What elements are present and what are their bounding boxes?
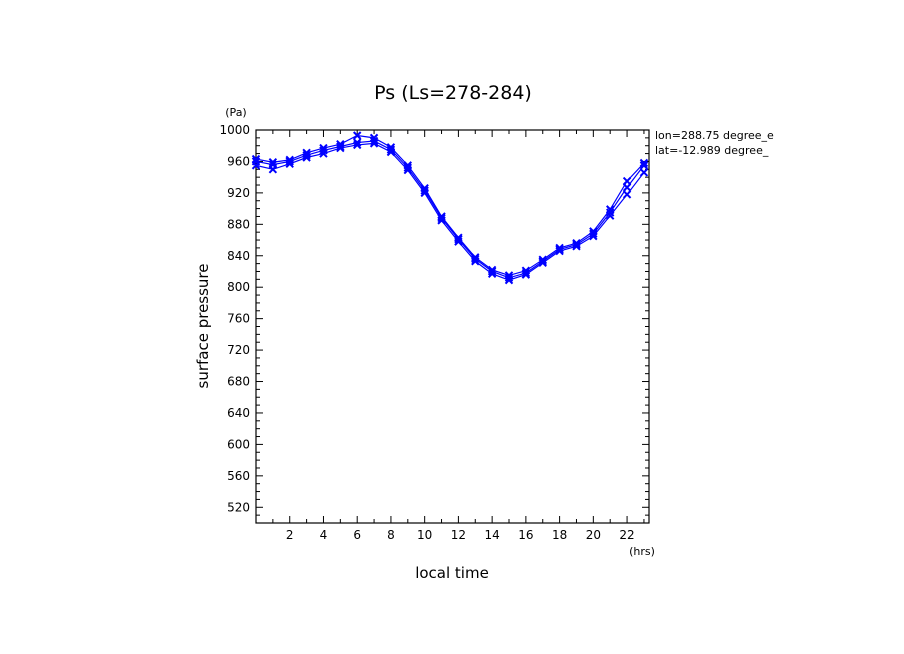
data-point bbox=[487, 265, 497, 275]
data-point bbox=[589, 227, 598, 236]
data-point bbox=[268, 165, 278, 174]
data-point bbox=[555, 243, 564, 253]
x-tick-label: 18 bbox=[552, 528, 567, 542]
chart-title: Ps (Ls=278-284) bbox=[374, 82, 532, 104]
y-tick-label: 600 bbox=[227, 437, 250, 451]
data-point bbox=[622, 176, 632, 186]
data-point bbox=[521, 266, 531, 275]
data-point bbox=[639, 168, 649, 177]
x-tick-label: 20 bbox=[586, 528, 601, 542]
data-point bbox=[302, 148, 311, 158]
x-tick-label: 4 bbox=[320, 528, 328, 542]
data-point bbox=[454, 233, 463, 242]
data-point bbox=[605, 205, 615, 214]
y-tick-label: 760 bbox=[227, 312, 250, 326]
data-point bbox=[336, 139, 345, 149]
data-point bbox=[589, 229, 598, 238]
data-point bbox=[454, 235, 463, 244]
y-unit-label: (Pa) bbox=[225, 106, 246, 119]
y-tick-label: 880 bbox=[227, 217, 250, 231]
data-point bbox=[555, 246, 564, 256]
y-tick-label: 640 bbox=[227, 406, 250, 420]
data-point bbox=[639, 158, 649, 168]
x-tick-label: 14 bbox=[484, 528, 499, 542]
data-point bbox=[251, 161, 261, 170]
data-point bbox=[471, 254, 480, 264]
data-point bbox=[386, 145, 396, 154]
x-tick-label: 8 bbox=[387, 528, 395, 542]
data-point bbox=[471, 253, 480, 262]
data-point bbox=[420, 183, 429, 193]
data-point bbox=[369, 133, 379, 143]
x-tick-label: 10 bbox=[417, 528, 432, 542]
data-point bbox=[437, 212, 446, 221]
x-axis-label: local time bbox=[415, 564, 489, 582]
x-tick-label: 22 bbox=[619, 528, 634, 542]
data-point bbox=[639, 161, 649, 170]
x-tick-label: 12 bbox=[451, 528, 466, 542]
y-tick-label: 840 bbox=[227, 249, 250, 263]
y-tick-label: 1000 bbox=[219, 123, 250, 137]
annotation-lon: lon=288.75 degree_e bbox=[655, 129, 774, 142]
data-point bbox=[319, 143, 328, 153]
data-point bbox=[504, 273, 514, 282]
data-point bbox=[251, 154, 261, 164]
x-unit-label: (hrs) bbox=[629, 545, 655, 558]
data-point bbox=[605, 208, 615, 217]
data-point bbox=[538, 255, 547, 264]
y-tick-label: 960 bbox=[227, 154, 250, 168]
data-point bbox=[403, 161, 413, 170]
y-axis-label: surface pressure bbox=[194, 264, 212, 389]
x-tick-label: 16 bbox=[518, 528, 533, 542]
data-point bbox=[538, 257, 547, 266]
data-point bbox=[403, 163, 413, 172]
y-tick-label: 720 bbox=[227, 343, 250, 357]
data-point bbox=[487, 267, 497, 276]
series-line bbox=[255, 142, 645, 281]
data-point bbox=[504, 271, 514, 280]
data-point bbox=[622, 190, 632, 199]
y-tick-label: 520 bbox=[227, 500, 250, 514]
y-tick-label: 800 bbox=[227, 280, 250, 294]
series-line bbox=[255, 140, 645, 279]
y-tick-label: 920 bbox=[227, 186, 250, 200]
data-point bbox=[285, 155, 294, 165]
series-line bbox=[255, 134, 645, 277]
y-tick-label: 560 bbox=[227, 469, 250, 483]
x-tick-label: 2 bbox=[286, 528, 294, 542]
data-point bbox=[352, 131, 362, 140]
y-tick-label: 680 bbox=[227, 375, 250, 389]
x-tick-label: 6 bbox=[353, 528, 361, 542]
data-point bbox=[352, 140, 362, 150]
annotation-lat: lat=-12.989 degree_ bbox=[655, 144, 769, 157]
plot-frame bbox=[255, 129, 650, 524]
data-point bbox=[268, 158, 278, 167]
data-point bbox=[386, 143, 396, 152]
data-point bbox=[572, 238, 581, 248]
